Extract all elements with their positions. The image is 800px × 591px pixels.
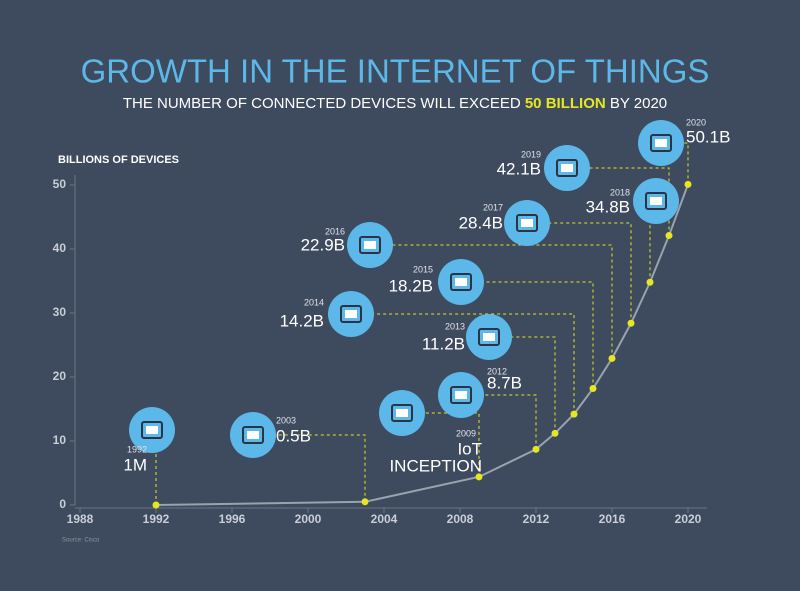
value-label: 22.9B: [301, 235, 345, 254]
year-label: 2013: [445, 321, 465, 331]
icon: [340, 305, 362, 323]
connector: [461, 394, 537, 450]
year-label: 2015: [413, 264, 433, 274]
icon: [516, 214, 538, 232]
icon: [396, 409, 408, 417]
x-tick-label: 2004: [371, 512, 398, 526]
icon: [556, 159, 578, 177]
source: Source: Cisco: [62, 538, 100, 544]
value-label: 42.1B: [497, 159, 541, 178]
y-tick-label: 0: [59, 497, 66, 511]
connector: [527, 222, 632, 324]
y-tick-label: 30: [53, 305, 67, 319]
icon: [450, 273, 472, 291]
year-label: 2020: [686, 117, 706, 127]
icon: [247, 431, 259, 439]
year-label: 2017: [483, 202, 503, 212]
icon: [146, 426, 158, 434]
year-label: 2012: [487, 366, 507, 376]
icon: [650, 134, 672, 152]
annotation: IoT: [457, 439, 482, 458]
value-label: 14.2B: [280, 311, 324, 330]
point: [475, 473, 483, 481]
x-tick-label: 2012: [523, 512, 550, 526]
icon: [455, 391, 467, 399]
icon: [521, 219, 533, 227]
connector: [370, 244, 613, 359]
value-label: 0.5B: [276, 426, 311, 445]
x-tick-label: 2000: [295, 512, 322, 526]
icon: [561, 164, 573, 172]
icon: [650, 197, 662, 205]
icon: [455, 278, 467, 286]
connector: [567, 167, 670, 236]
point: [627, 319, 635, 327]
line: [155, 184, 689, 506]
year-label: 2009: [456, 428, 476, 438]
point: [532, 445, 540, 453]
icon: [359, 236, 381, 254]
point: [152, 501, 160, 509]
y-tick-label: 10: [53, 433, 67, 447]
icon: [450, 386, 472, 404]
point: [361, 498, 369, 506]
point: [608, 354, 616, 362]
year-label: 2003: [276, 415, 296, 425]
chart-title: GROWTH IN THE INTERNET OF THINGS: [81, 53, 710, 90]
icon: [242, 426, 264, 444]
year-label: 2019: [521, 149, 541, 159]
point: [646, 278, 654, 286]
x-tick-label: 2008: [447, 512, 474, 526]
icon: [483, 333, 495, 341]
x-tick-label: 2016: [599, 512, 626, 526]
connector: [461, 281, 594, 389]
y-tick-label: 50: [53, 177, 67, 191]
value-label: 8.7B: [487, 373, 522, 392]
annotation: INCEPTION: [389, 456, 482, 475]
y-tick-label: 20: [53, 369, 67, 383]
x-tick-label: 1992: [143, 512, 170, 526]
connector: [253, 434, 366, 502]
year-label: 2016: [325, 226, 345, 236]
icon: [478, 328, 500, 346]
chart-subtitle: THE NUMBER OF CONNECTED DEVICES WILL EXC…: [123, 95, 667, 112]
subtitle-text: THE NUMBER OF CONNECTED DEVICES WILL EXC…: [123, 95, 525, 112]
connector: [661, 142, 689, 185]
value-label: 50.1B: [686, 127, 730, 146]
year-label: 2014: [304, 297, 324, 307]
point: [570, 410, 578, 418]
value-label: 11.2B: [422, 334, 465, 353]
y-tick-label: 40: [53, 241, 67, 255]
icon: [364, 241, 376, 249]
subtitle-highlight: 50 BILLION: [525, 95, 606, 112]
year-label: 1992: [127, 444, 147, 454]
subtitle-text: BY 2020: [606, 95, 667, 112]
icon: [391, 404, 413, 422]
icon: [645, 192, 667, 210]
icon: [345, 310, 357, 318]
point: [684, 180, 692, 188]
x-tick-label: 2020: [675, 512, 702, 526]
value-label: 1M: [123, 455, 147, 474]
year-label: 2018: [610, 187, 630, 197]
point: [665, 232, 673, 240]
value-label: 18.2B: [389, 276, 433, 295]
connector: [351, 313, 575, 415]
value-label: 34.8B: [586, 197, 630, 216]
icon: [141, 421, 163, 439]
x-tick-label: 1988: [67, 512, 94, 526]
point: [589, 385, 597, 393]
icon: [655, 139, 667, 147]
connector: [402, 412, 480, 477]
value-label: 28.4B: [459, 213, 503, 232]
point: [551, 429, 559, 437]
y-axis-label: BILLIONS OF DEVICES: [58, 154, 179, 166]
x-tick-label: 1996: [219, 512, 246, 526]
